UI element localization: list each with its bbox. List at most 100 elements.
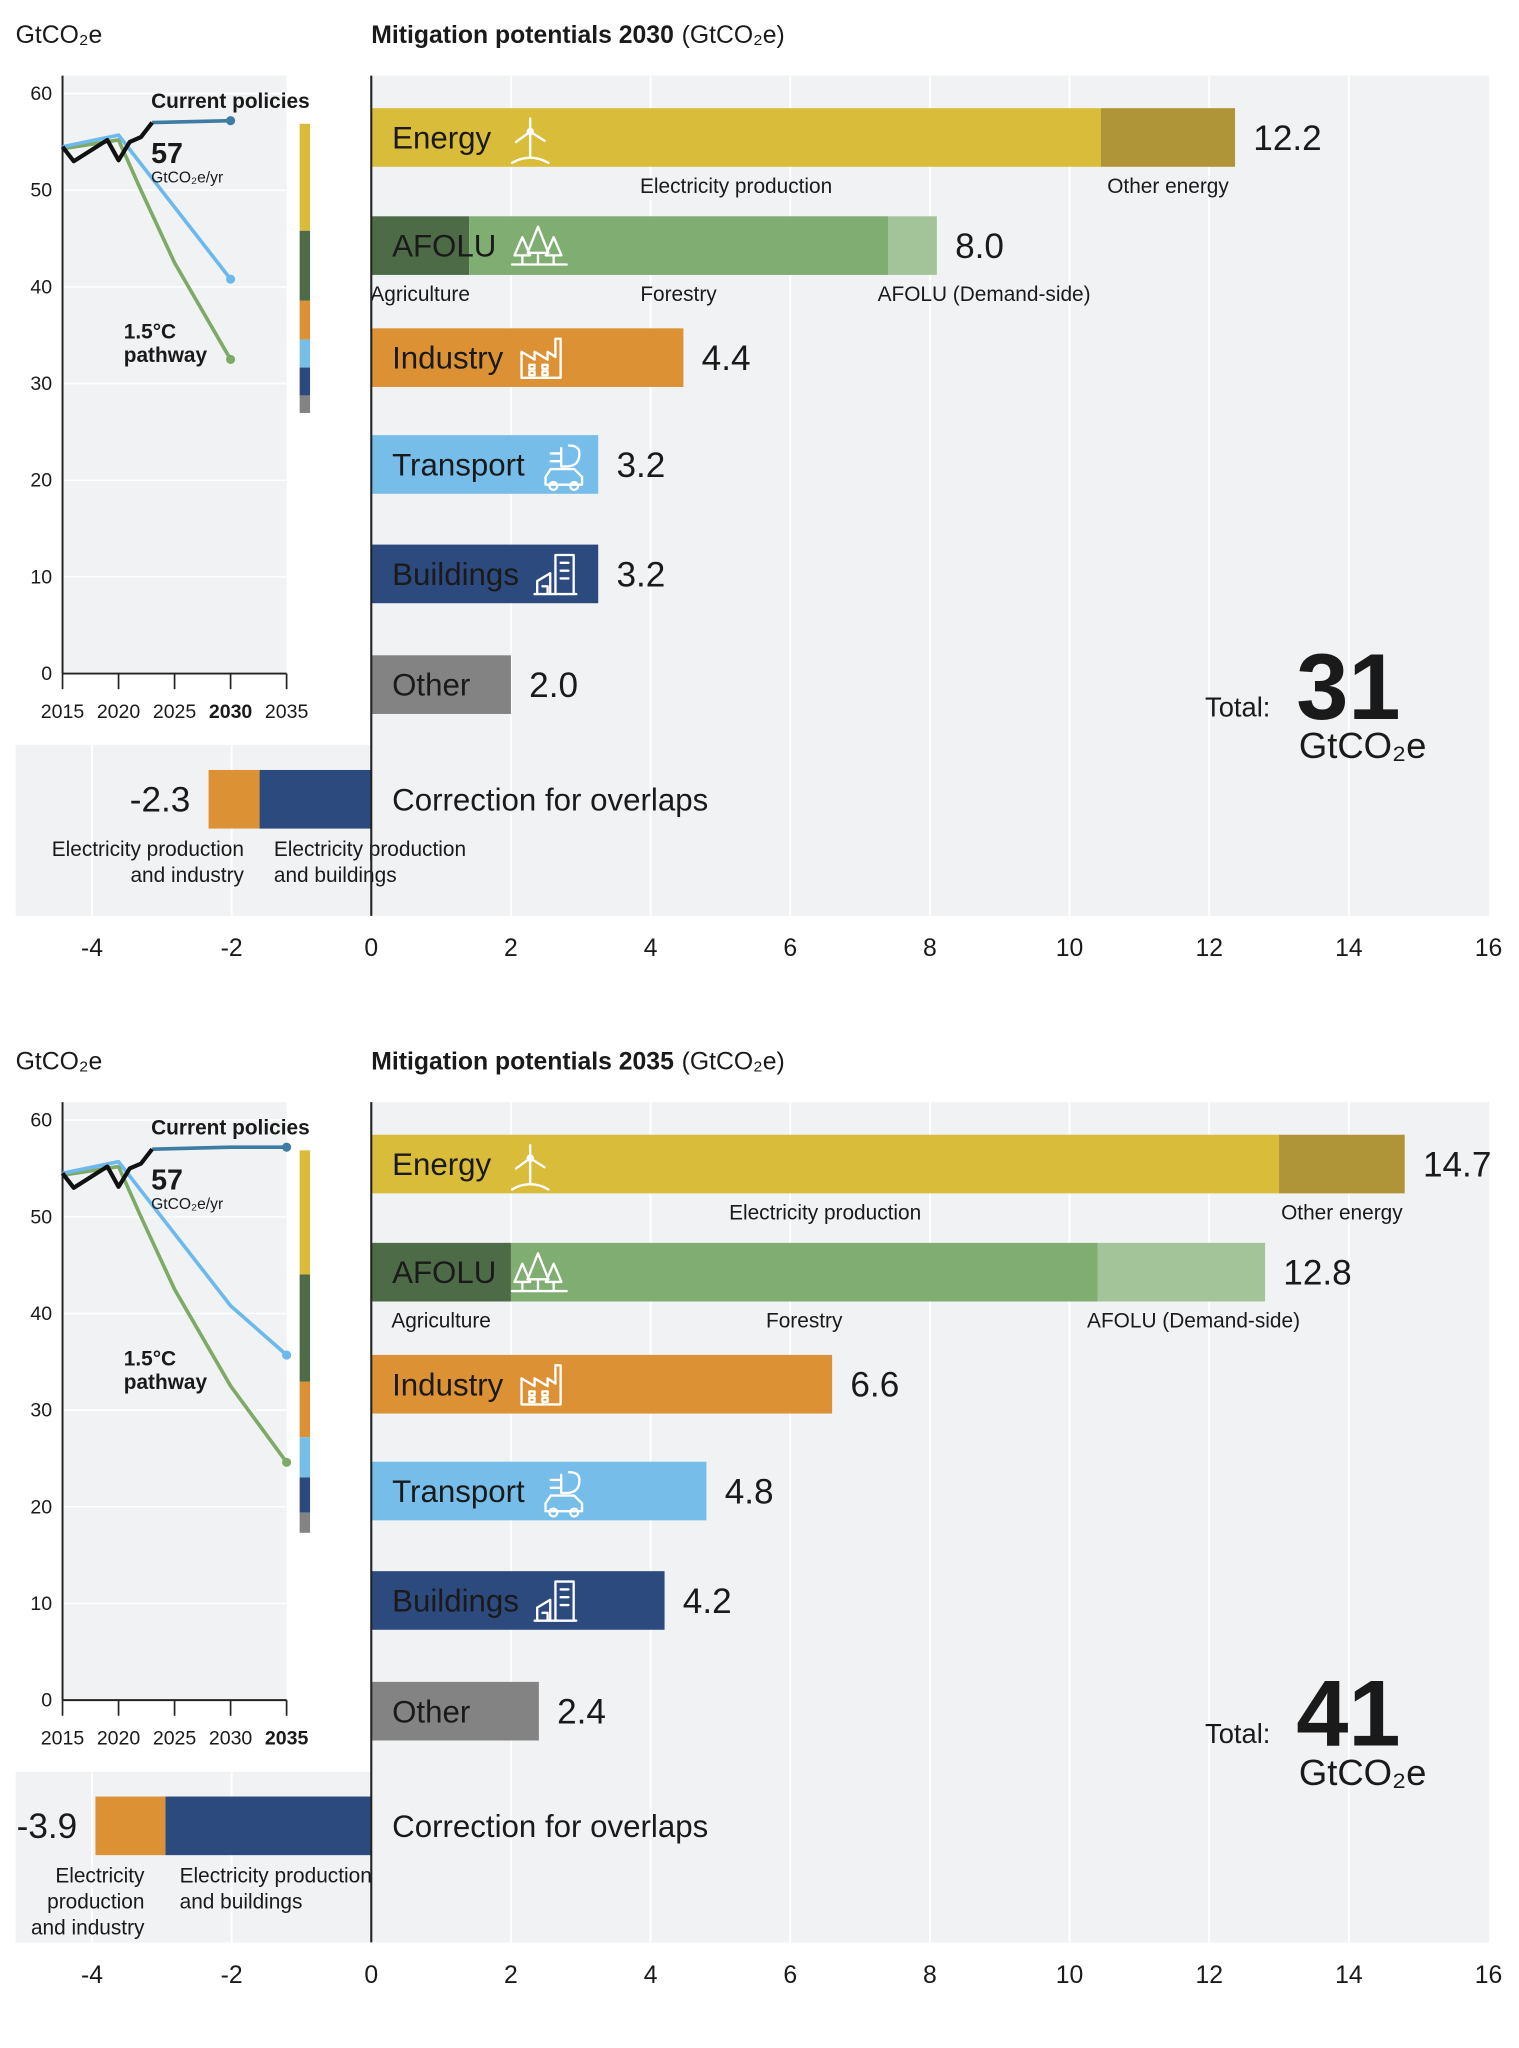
- bar-afolu: Agriculture Forestry AFOLU (Demand-side) AF…: [370, 216, 1091, 306]
- bar-segment: [371, 108, 1101, 167]
- icon-stroke: [520, 1364, 562, 1406]
- pathway-label: pathway: [124, 1371, 208, 1394]
- bar-industry: Industry 4.4: [371, 328, 751, 387]
- segment-label: Forestry: [640, 283, 717, 306]
- inset-y-tick-label: 10: [30, 1593, 52, 1615]
- inset-x-tick-label: 2020: [97, 1727, 141, 1749]
- trees-icon: [510, 225, 568, 266]
- mitigation-strip-segment: [299, 1512, 311, 1533]
- bar-value-label: 12.2: [1253, 119, 1321, 158]
- wind-turbine-icon: [510, 117, 550, 165]
- x-tick-label: 8: [923, 935, 937, 962]
- x-tick-label: 14: [1335, 935, 1363, 962]
- current-policies-label: Current policies: [151, 1117, 310, 1140]
- bar-value-label: 8.0: [955, 227, 1004, 266]
- correction-bar: Electricity production and buildings Elect…: [17, 1796, 708, 1940]
- correction-value-label: -2.3: [130, 781, 191, 820]
- bar-value-label: 14.7: [1423, 1145, 1491, 1184]
- x-tick-label: -2: [221, 1962, 243, 1989]
- bar-label: Energy: [392, 1147, 491, 1182]
- x-tick-label: -4: [81, 935, 103, 962]
- icon-stroke: [548, 1507, 559, 1518]
- inset-y-tick-label: 60: [30, 1110, 52, 1132]
- inset-y-tick-label: 40: [30, 276, 52, 298]
- building-icon: [533, 1580, 578, 1622]
- x-tick-label: 10: [1056, 1962, 1084, 1989]
- x-tick-label: 16: [1475, 1962, 1503, 1989]
- electric-car-icon: [544, 444, 584, 492]
- bar-transport: Transport 4.8: [371, 1461, 774, 1521]
- mitigation-strip-segment: [299, 395, 311, 413]
- mitigation-strip-segment: [299, 1381, 311, 1438]
- bar-energy: Electricity production Other energy Energy…: [371, 108, 1322, 198]
- x-tick-label: 8: [923, 1962, 937, 1989]
- x-tick-label: -4: [81, 1962, 103, 1989]
- inset-endpoint-pathway: [282, 1457, 292, 1467]
- inset-background: [62, 75, 287, 674]
- correction-segment: [208, 769, 260, 829]
- inset-line-current: [152, 118, 231, 125]
- total-unit: GtCO₂e: [1299, 1752, 1427, 1793]
- bar-other: Other 2.0: [371, 655, 578, 714]
- segment-label: Electricity production: [640, 175, 832, 198]
- trees-icon: [510, 1252, 568, 1293]
- inset-endpoint-current: [226, 116, 236, 126]
- mitigation-strip-segment: [299, 1150, 311, 1275]
- inset-x-tick-label: 2025: [153, 1727, 197, 1749]
- correction-bar: Electricity production and buildings Elect…: [52, 769, 708, 887]
- segment-label: AFOLU (Demand-side): [1087, 1310, 1300, 1333]
- x-tick-label: 10: [1056, 935, 1084, 962]
- icon-stroke: [544, 444, 584, 486]
- wind-turbine-icon: [510, 1143, 550, 1191]
- icon-stroke: [510, 117, 550, 165]
- correction-segment-label: and industry: [130, 864, 244, 887]
- icon-stroke: [526, 127, 535, 136]
- bar-afolu: Agriculture Forestry AFOLU (Demand-side) AF…: [371, 1242, 1352, 1333]
- correction-segment-label: and industry: [31, 1917, 145, 1940]
- pathway-label: 1.5°C: [124, 321, 176, 344]
- x-tick-label: 16: [1475, 935, 1503, 962]
- bar-value-label: 6.6: [850, 1366, 899, 1405]
- inset-endpoint-current: [282, 1142, 292, 1152]
- inset-x-tick-label: 2025: [153, 701, 197, 723]
- correction-segment-label: and buildings: [180, 1891, 303, 1914]
- bar-label: AFOLU: [392, 1255, 496, 1290]
- chart-title: Mitigation potentials 2030 (GtCO₂e): [371, 22, 784, 49]
- mitigation-strip-segment: [299, 339, 311, 368]
- bar-label: Transport: [392, 1474, 525, 1509]
- correction-label: Correction for overlaps: [392, 1809, 708, 1844]
- chart-title: Mitigation potentials 2035 (GtCO₂e): [371, 1049, 784, 1076]
- bar-value-label: 3.2: [616, 446, 665, 485]
- correction-segment-label: Electricity production: [52, 838, 244, 861]
- bar-value-label: 4.8: [725, 1472, 774, 1511]
- inset-x-tick-label: 2035: [265, 701, 309, 723]
- bar-label: Industry: [392, 341, 504, 376]
- correction-segment-label: Electricity: [55, 1865, 145, 1888]
- electric-car-icon: [544, 1470, 584, 1518]
- bar-value-label: 12.8: [1283, 1254, 1351, 1293]
- x-tick-label: 14: [1335, 1962, 1363, 1989]
- bar-segment: [371, 1354, 833, 1414]
- icon-stroke: [520, 337, 562, 380]
- inset-x-tick-label: 2020: [97, 701, 141, 723]
- icon-stroke: [533, 1580, 578, 1622]
- bar-transport: Transport 3.2: [371, 435, 665, 494]
- bar-label: Other: [392, 1694, 470, 1729]
- total-label: Total:: [1205, 1718, 1270, 1749]
- total-value: 41: [1296, 1661, 1400, 1766]
- inset-x-tick-label: 2015: [41, 701, 85, 723]
- x-tick-label: 4: [644, 935, 658, 962]
- inset-line-historical: [60, 121, 154, 164]
- bar-segment: [1097, 1242, 1266, 1302]
- bar-label: Other: [392, 668, 470, 703]
- icon-stroke: [510, 225, 568, 266]
- bar-buildings: Buildings 4.2: [371, 1571, 732, 1630]
- mitigation-strip-segment: [299, 1437, 311, 1478]
- inset-line-light_blue: [62, 133, 233, 281]
- inset-y-tick-label: 50: [30, 180, 52, 202]
- bar-buildings: Buildings 3.2: [371, 544, 665, 604]
- mitigation-strip-segment: [299, 300, 311, 340]
